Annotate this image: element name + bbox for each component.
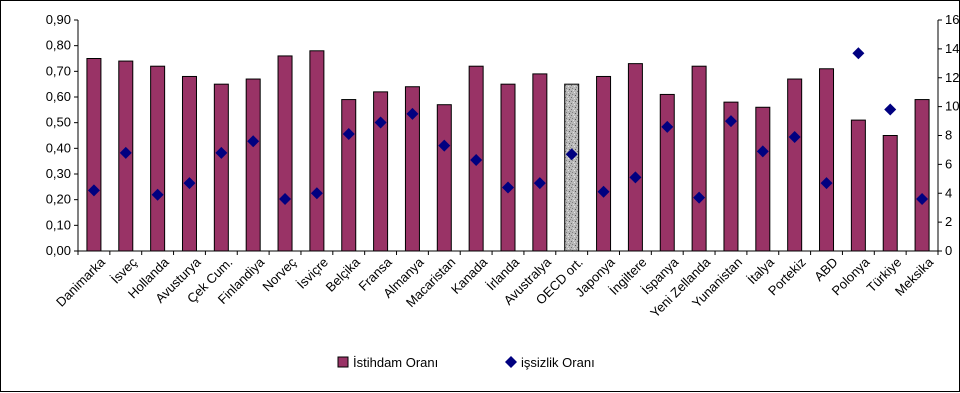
- y-right-tick-label: 4: [945, 185, 952, 200]
- bar-employment-10: [404, 86, 420, 252]
- bar-employment-0: [86, 58, 102, 252]
- point-unemployment-18: [661, 120, 674, 133]
- y-left-tick-label: 0,40: [46, 140, 71, 155]
- bar-employment-14: [532, 73, 548, 252]
- point-unemployment-15: [565, 148, 578, 161]
- legend: İstihdam Oranı işsizlik Oranı: [337, 355, 595, 370]
- legend-label-unemployment: işsizlik Oranı: [521, 355, 595, 370]
- y-right-tick-label: 8: [945, 128, 952, 143]
- bar-employment-2: [150, 65, 166, 252]
- point-unemployment-16: [597, 185, 610, 198]
- bar-employment-11: [436, 104, 452, 252]
- y-right-tick-label: 16: [945, 12, 959, 27]
- bar-employment-25: [882, 135, 898, 252]
- y-left-tick-label: 0,80: [46, 38, 71, 53]
- bar-employment-22: [787, 78, 803, 252]
- bar-employment-20: [723, 101, 739, 252]
- x-tick-label: Belçika: [323, 254, 364, 295]
- point-unemployment-10: [406, 107, 419, 120]
- point-unemployment-2: [151, 188, 164, 201]
- bar-employment-9: [373, 91, 389, 252]
- bar-employment-17: [627, 63, 643, 252]
- point-unemployment-17: [629, 171, 642, 184]
- point-unemployment-26: [916, 193, 929, 206]
- point-unemployment-5: [247, 135, 260, 148]
- bar-employment-26: [914, 99, 930, 252]
- point-unemployment-8: [342, 128, 355, 141]
- y-left-tick-label: 0,60: [46, 89, 71, 104]
- x-tick-label: Kanada: [448, 254, 491, 297]
- y-right-tick-label: 10: [945, 99, 959, 114]
- point-unemployment-13: [502, 181, 514, 194]
- point-unemployment-14: [533, 177, 546, 190]
- bar-employment-16: [596, 75, 612, 252]
- y-right-tick-label: 6: [945, 156, 952, 171]
- point-unemployment-11: [438, 139, 451, 152]
- bar-employment-24: [850, 119, 866, 252]
- point-unemployment-20: [724, 115, 737, 128]
- point-unemployment-12: [470, 154, 483, 167]
- point-unemployment-4: [215, 146, 228, 159]
- y-left-tick-label: 0,20: [46, 192, 71, 207]
- bar-employment-8: [341, 99, 357, 252]
- bar-employment-19: [691, 65, 707, 252]
- point-unemployment-22: [788, 130, 801, 143]
- point-unemployment-1: [119, 146, 132, 159]
- point-unemployment-9: [374, 116, 387, 129]
- y-left-tick-label: 0,70: [46, 63, 71, 78]
- point-unemployment-25: [884, 103, 897, 116]
- x-tick-label: Norveç: [259, 254, 299, 294]
- point-unemployment-24: [852, 47, 865, 60]
- y-left-tick-label: 0,00: [46, 243, 71, 258]
- bar-employment-4: [213, 83, 229, 252]
- x-tick-label: Danimarka: [53, 254, 109, 310]
- bar-employment-21: [755, 106, 771, 252]
- bar-employment-18: [659, 93, 675, 252]
- point-unemployment-19: [693, 191, 706, 204]
- y-right-tick-label: 12: [945, 70, 959, 85]
- y-right-tick-label: 0: [945, 243, 952, 258]
- bar-employment-3: [181, 75, 197, 252]
- point-unemployment-6: [279, 193, 292, 206]
- y-right-tick-label: 2: [945, 214, 952, 229]
- bar-employment-7: [309, 50, 325, 252]
- legend-label-employment: İstihdam Oranı: [353, 355, 438, 370]
- y-left-tick-label: 0,90: [46, 12, 71, 27]
- y-left-tick-label: 0,30: [46, 166, 71, 181]
- point-unemployment-7: [310, 187, 323, 200]
- bar-employment-5: [245, 78, 261, 252]
- plot-area: 0,00 0,10 0,20 0,30 0,40 0,50 0,60 0,70 0,80 0,90…: [46, 12, 960, 320]
- bar-employment-23: [819, 68, 835, 252]
- legend-swatch-employment: [337, 356, 349, 368]
- point-unemployment-21: [756, 145, 769, 158]
- bar-employment-15: [564, 83, 580, 252]
- y-right-tick-label: 14: [945, 41, 959, 56]
- bar-employment-13: [500, 83, 516, 252]
- point-unemployment-23: [820, 177, 833, 190]
- point-unemployment-3: [183, 177, 196, 190]
- y-left-tick-label: 0,50: [46, 115, 71, 130]
- point-unemployment-0: [87, 184, 100, 197]
- bar-employment-6: [277, 55, 293, 252]
- y-left-tick-label: 0,10: [46, 217, 71, 232]
- legend-marker-unemployment: [505, 356, 517, 368]
